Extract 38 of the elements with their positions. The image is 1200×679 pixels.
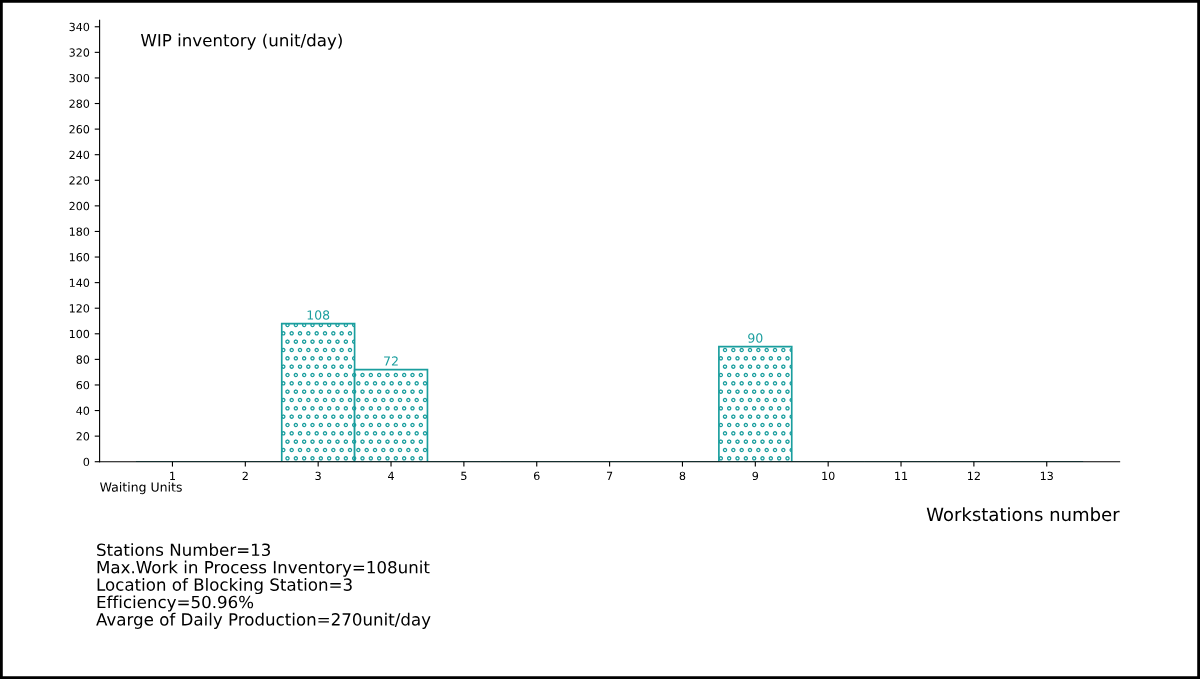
text: Waiting Units bbox=[100, 482, 182, 495]
y-tick-label: 20 bbox=[76, 432, 90, 441]
data-label: 90 bbox=[748, 333, 763, 343]
y-tick-label: 60 bbox=[76, 380, 90, 390]
x-tick-label: 3 bbox=[315, 471, 321, 481]
y-tick-label: 80 bbox=[76, 355, 90, 364]
x-tick-label: 11 bbox=[895, 471, 908, 480]
y-tick-label: 320 bbox=[69, 48, 90, 57]
y-tick-label: 140 bbox=[69, 278, 90, 287]
text: WIP inventory (unit/day) bbox=[140, 33, 342, 50]
x-tick-label: 2 bbox=[242, 471, 248, 480]
y-tick-label: 300 bbox=[69, 73, 90, 83]
x-tick-label: 4 bbox=[388, 471, 394, 480]
y-tick-label: 260 bbox=[69, 125, 90, 134]
data-label: 108 bbox=[307, 310, 330, 320]
text: Stations Number=13 Max.Work in Process Inventory=108unit Location of Blocking Station=3 Efficiency=50.96% Avarge of Daily Production=270unit/day bbox=[96, 543, 431, 629]
y-tick-label: 160 bbox=[69, 253, 90, 262]
y-tick-label: 40 bbox=[76, 406, 90, 415]
y-tick-label: 220 bbox=[69, 176, 90, 185]
x-tick-label: 6 bbox=[533, 471, 540, 481]
y-tick-label: 240 bbox=[69, 150, 90, 160]
y-tick-label: 340 bbox=[69, 22, 90, 32]
x-tick-label: 1 bbox=[170, 471, 175, 480]
y-tick-label: 120 bbox=[69, 304, 90, 313]
y-tick-label: 280 bbox=[69, 99, 90, 108]
x-tick-label: 8 bbox=[679, 471, 686, 481]
data-label: 72 bbox=[384, 356, 398, 366]
y-tick-label: 0 bbox=[83, 457, 90, 467]
x-tick-label: 13 bbox=[1040, 471, 1053, 481]
y-tick-label: 180 bbox=[69, 227, 90, 236]
x-tick-label: 12 bbox=[968, 471, 980, 480]
y-tick-label: 100 bbox=[69, 329, 90, 339]
y-tick-label: 200 bbox=[69, 201, 90, 211]
x-tick-label: 10 bbox=[822, 471, 835, 481]
x-axis-title: Workstations number bbox=[926, 507, 1120, 522]
x-tick-label: 5 bbox=[461, 471, 467, 481]
x-tick-label: 7 bbox=[606, 471, 613, 480]
x-tick-label: 9 bbox=[752, 471, 759, 481]
